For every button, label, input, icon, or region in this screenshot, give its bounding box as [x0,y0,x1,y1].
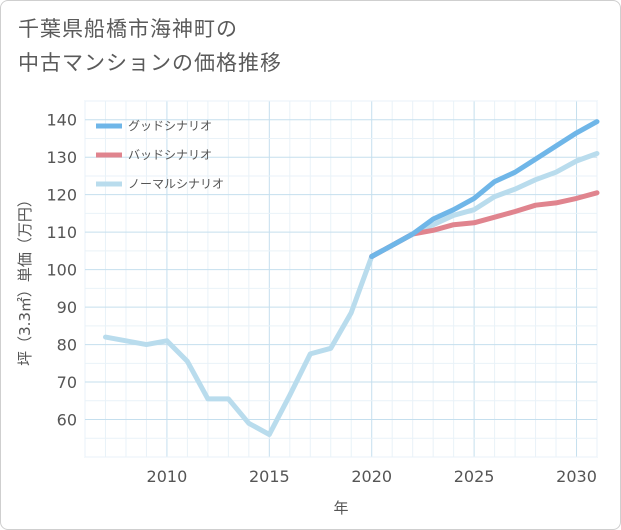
x-tick-label: 2025 [454,467,495,486]
y-tick-label: 140 [46,111,77,130]
grid-lines [84,100,598,458]
x-tick-label: 2020 [351,467,392,486]
series-lines [103,119,600,437]
y-tick-label: 70 [57,373,77,392]
title-line-1: 千葉県船橋市海神町の [18,17,238,41]
title-line-2: 中古マンションの価格推移 [18,51,282,75]
y-tick-label: 120 [46,186,77,205]
x-tick-label: 2015 [249,467,290,486]
y-tick-label: 100 [46,261,77,280]
y-tick-label: 90 [57,298,77,317]
chart-title: 千葉県船橋市海神町の 中古マンションの価格推移 [18,12,438,80]
series-line-3 [103,151,600,437]
y-axis-label: 坪（3.3㎡）単価（万円） [16,192,34,366]
legend-label-2: バッドシナリオ [128,148,212,162]
y-tick-label: 110 [46,223,77,242]
y-tick-label: 130 [46,148,77,167]
legend-label-1: グッドシナリオ [128,119,212,133]
x-tick-label: 2030 [556,467,597,486]
x-axis-label: 年 [333,499,348,517]
legend-label-3: ノーマルシナリオ [128,177,224,191]
y-tick-label: 60 [57,411,77,430]
y-tick-label: 80 [57,336,77,355]
series-line-1 [369,119,600,259]
x-tick-label: 2010 [147,467,188,486]
tick-labels: 60 70 80 90 100 110 120 130 140 2010 2015 2020 2025 2… [46,111,596,486]
